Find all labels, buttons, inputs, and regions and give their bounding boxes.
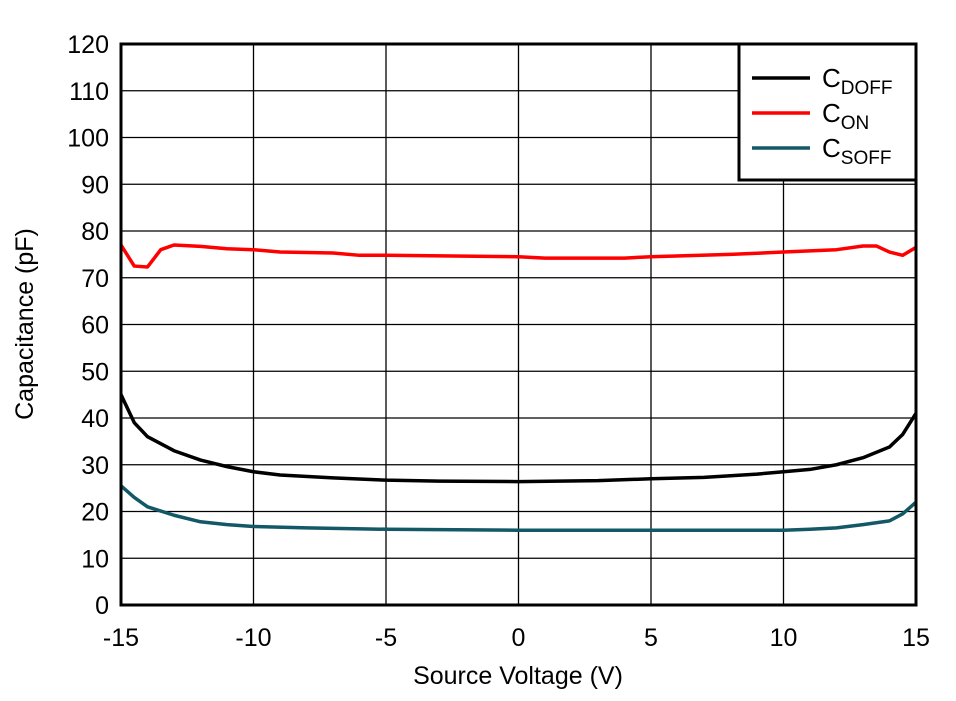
y-axis-label: Capacitance (pF) [11,228,39,420]
legend-label-main: C [822,63,841,93]
legend-label-doff: CDOFF [822,63,893,99]
legend-label-main: C [822,98,841,128]
x-axis-label: Source Voltage (V) [413,662,623,690]
x-tick-label: 5 [644,624,658,652]
x-tick-label: 0 [512,624,526,652]
y-tick-label: 10 [81,545,109,573]
y-tick-label: 70 [81,265,109,293]
y-tick-label: 20 [81,499,109,527]
series-line-on [119,243,917,269]
y-tick-label: 120 [67,31,109,59]
x-tick-label: -5 [375,624,397,652]
x-tick-labels: -15 -10 -5 0 5 10 15 [103,624,930,652]
y-tick-label: 90 [81,171,109,199]
y-tick-label: 40 [81,405,109,433]
y-tick-label: 80 [81,218,109,246]
legend-label-on: CON [822,98,869,134]
y-tick-label: 30 [81,452,109,480]
series-line-soff [119,484,918,532]
legend-label-main: C [822,133,841,163]
y-tick-label: 100 [67,125,109,153]
y-tick-label: 50 [81,358,109,386]
y-tick-label: 110 [69,78,109,106]
x-tick-label: -10 [235,624,271,652]
legend-label-sub: DOFF [841,78,893,99]
x-tick-label: -15 [103,624,139,652]
x-tick-label: 15 [902,624,930,652]
plot-frame [119,42,918,607]
series-line-doff [119,393,918,484]
x-tick-label: 10 [770,624,798,652]
legend-label-sub: ON [841,113,870,134]
y-tick-labels: 0 10 20 30 40 50 60 70 80 90 100 110 120 [67,31,109,620]
y-tick-label: 60 [81,312,109,340]
series-lines [119,243,918,532]
legend-label-sub: SOFF [841,148,892,169]
legend-label-soff: CSOFF [822,133,891,169]
y-tick-label: 0 [95,592,109,620]
